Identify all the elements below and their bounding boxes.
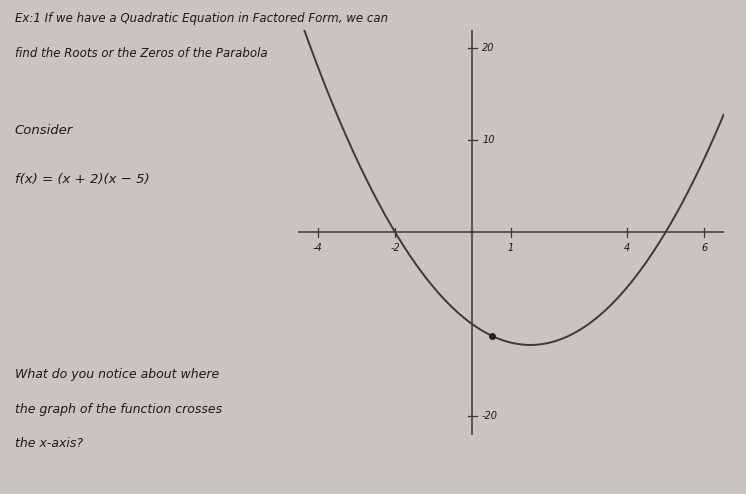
Text: 20: 20 <box>482 43 495 53</box>
Text: find the Roots or the Zeros of the Parabola: find the Roots or the Zeros of the Parab… <box>15 47 268 60</box>
Text: Ex:1 If we have a Quadratic Equation in Factored Form, we can: Ex:1 If we have a Quadratic Equation in … <box>15 12 388 25</box>
Text: the graph of the function crosses: the graph of the function crosses <box>15 403 222 415</box>
Text: Are the signs the same?: Are the signs the same? <box>444 375 629 390</box>
Text: -2: -2 <box>390 243 400 253</box>
Text: What do you notice about where: What do you notice about where <box>15 368 219 381</box>
Text: Consider: Consider <box>15 124 73 136</box>
Text: 6: 6 <box>701 243 707 253</box>
Text: the x-axis?: the x-axis? <box>15 437 83 450</box>
Text: 1: 1 <box>508 243 514 253</box>
Text: f(x) = (x + 2)(x − 5): f(x) = (x + 2)(x − 5) <box>15 173 149 186</box>
Text: 10: 10 <box>482 135 495 145</box>
Text: -20: -20 <box>482 412 498 421</box>
Text: -4: -4 <box>313 243 322 253</box>
Text: 4: 4 <box>624 243 630 253</box>
